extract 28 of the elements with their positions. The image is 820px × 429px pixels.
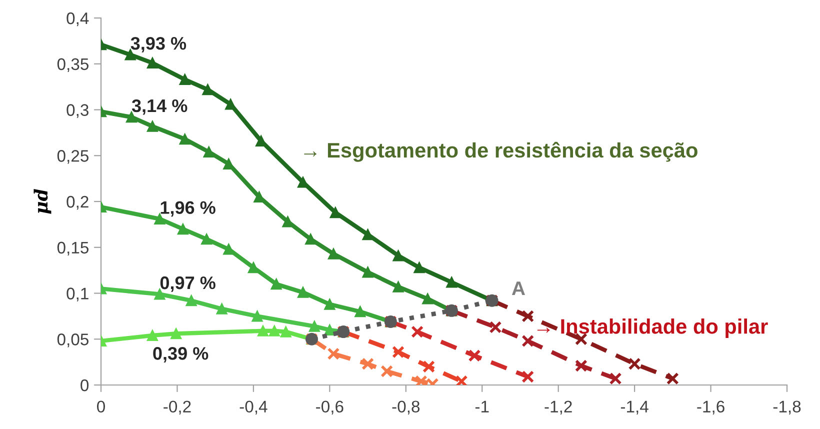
x-tick-label: 0 xyxy=(97,400,105,413)
y-tick-label: 0,4 xyxy=(66,12,89,26)
y-tick-label: 0,35 xyxy=(57,58,88,72)
x-tick-label: -0,6 xyxy=(316,400,344,414)
y-tick-label: 0,25 xyxy=(57,150,88,164)
y-tick-label: 0,15 xyxy=(57,242,88,256)
series-label: 0,97 % xyxy=(160,276,216,292)
x-tick-label: -1,8 xyxy=(773,400,801,414)
x-tick-label: -0,2 xyxy=(164,400,191,414)
x-tick-label: -1,2 xyxy=(544,400,572,414)
y-tick-label: 0,1 xyxy=(66,288,88,302)
series-label: 3,14 % xyxy=(132,99,188,115)
series-label: 0,39 % xyxy=(153,347,208,362)
annotation: → Esgotamento de resistência da seção xyxy=(304,142,698,162)
series-label: 3,93 % xyxy=(130,36,186,52)
y-tick-label: 0,2 xyxy=(66,196,88,210)
x-tick-label: -1,4 xyxy=(620,400,648,414)
series-label: 1,96 % xyxy=(160,201,216,217)
y-tick-label: 0 xyxy=(80,379,89,392)
y-axis-title: μd xyxy=(34,188,52,214)
y-tick-label: 0,05 xyxy=(57,334,88,348)
x-tick-label: -1,6 xyxy=(697,400,724,414)
x-tick-label: -0,4 xyxy=(240,400,268,414)
y-tick-label: 0,3 xyxy=(66,104,88,118)
annotation: A xyxy=(512,282,525,296)
x-tick-label: -1 xyxy=(475,400,489,412)
annotation: → Instabilidade do pilar xyxy=(537,318,768,338)
x-tick-label: -0,8 xyxy=(392,400,420,414)
